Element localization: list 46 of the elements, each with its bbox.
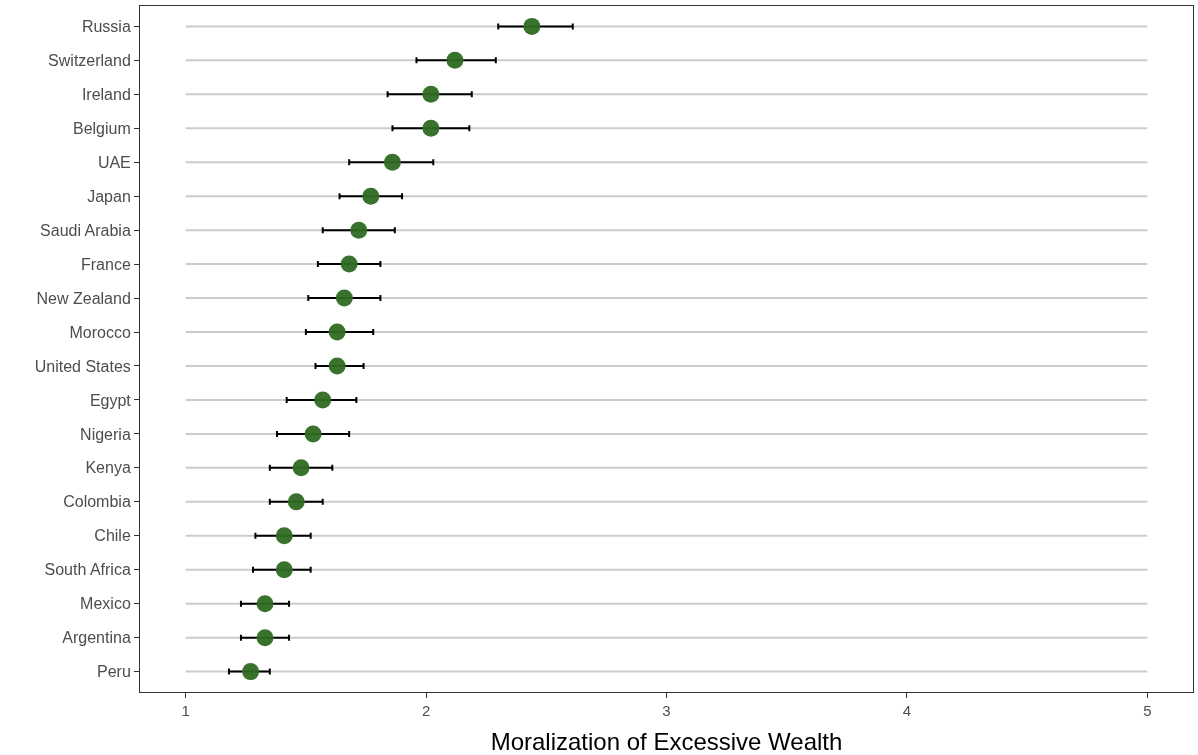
y-tick-label: New Zealand [36, 289, 131, 307]
point [275, 561, 293, 579]
y-tick-label: Chile [94, 527, 131, 545]
point [422, 119, 440, 137]
y-tick-label: Colombia [63, 493, 131, 511]
y-tick-label: Morocco [69, 323, 131, 341]
y-tick-label: United States [34, 357, 131, 375]
y-tick-label: Saudi Arabia [40, 221, 131, 239]
point [340, 255, 358, 273]
x-axis-title: Moralization of Excessive Wealth [490, 728, 843, 755]
x-tick-label: 3 [662, 702, 671, 719]
point [304, 425, 322, 443]
y-tick-label: Mexico [80, 595, 131, 613]
y-tick-label: Peru [97, 663, 131, 681]
point [328, 357, 346, 375]
point [350, 221, 368, 239]
point [335, 289, 353, 307]
y-tick-label: Switzerland [48, 51, 131, 69]
point [328, 323, 346, 341]
y-tick-label: Russia [81, 17, 131, 35]
x-tick-label: 1 [181, 702, 190, 719]
point [256, 595, 274, 613]
x-tick-label: 4 [902, 702, 912, 719]
y-tick-label: Japan [87, 187, 131, 205]
y-tick-label: UAE [97, 153, 131, 171]
point [446, 51, 464, 69]
y-tick-label: Belgium [72, 119, 131, 137]
x-tick-label: 2 [421, 702, 431, 719]
point [256, 629, 274, 647]
point [287, 493, 305, 511]
point [314, 391, 332, 409]
x-tick-label: 5 [1143, 702, 1152, 719]
y-tick-label: Egypt [89, 391, 132, 409]
y-tick-label: Kenya [85, 459, 131, 477]
y-tick-label: Ireland [81, 85, 131, 103]
y-tick-label: South Africa [44, 561, 131, 579]
point [422, 85, 440, 103]
point [383, 153, 401, 171]
point [242, 663, 260, 681]
point [292, 459, 310, 477]
point [362, 187, 380, 205]
y-tick-label: France [81, 255, 131, 273]
y-tick-label: Nigeria [80, 425, 131, 443]
y-tick-label: Argentina [62, 629, 131, 647]
point [523, 17, 541, 35]
point [275, 527, 293, 545]
